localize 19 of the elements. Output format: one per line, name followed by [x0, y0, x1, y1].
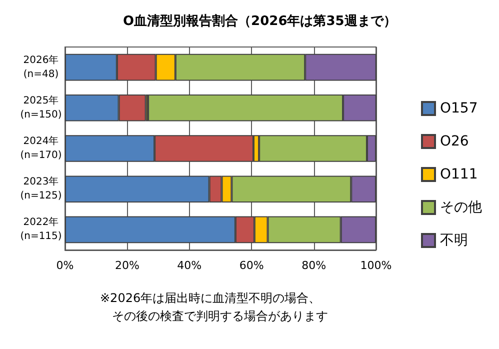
- x-tick-label: 60%: [239, 259, 264, 272]
- x-tick-label: 100%: [360, 259, 392, 272]
- chart-title: O血清型別報告割合（2026年は第35週まで）: [123, 13, 396, 29]
- legend-label: その他: [440, 200, 482, 216]
- y-tick-label: 2025年 (n=150): [20, 94, 62, 120]
- x-tick-label: 0%: [56, 259, 74, 272]
- y-tick-label: 2022年 (n=115): [20, 216, 62, 242]
- legend-label: O111: [440, 166, 478, 182]
- x-tick-label: 20%: [114, 259, 140, 272]
- text: ※2026年は届出時に血清型不明の場合、: [100, 291, 321, 305]
- text: その後の検査で判明する場合があります: [112, 309, 328, 323]
- legend-label: 不明: [440, 232, 468, 248]
- x-tick-label: 80%: [302, 259, 326, 272]
- legend-label: O26: [440, 134, 469, 150]
- legend-label: O157: [440, 100, 478, 116]
- x-tick-label: 40%: [177, 259, 202, 272]
- y-tick-label: 2023年 (n=125): [20, 176, 62, 202]
- y-tick-label: 2024年 (n=170): [20, 135, 62, 161]
- y-tick-label: 2026年 (n=48): [23, 54, 59, 80]
